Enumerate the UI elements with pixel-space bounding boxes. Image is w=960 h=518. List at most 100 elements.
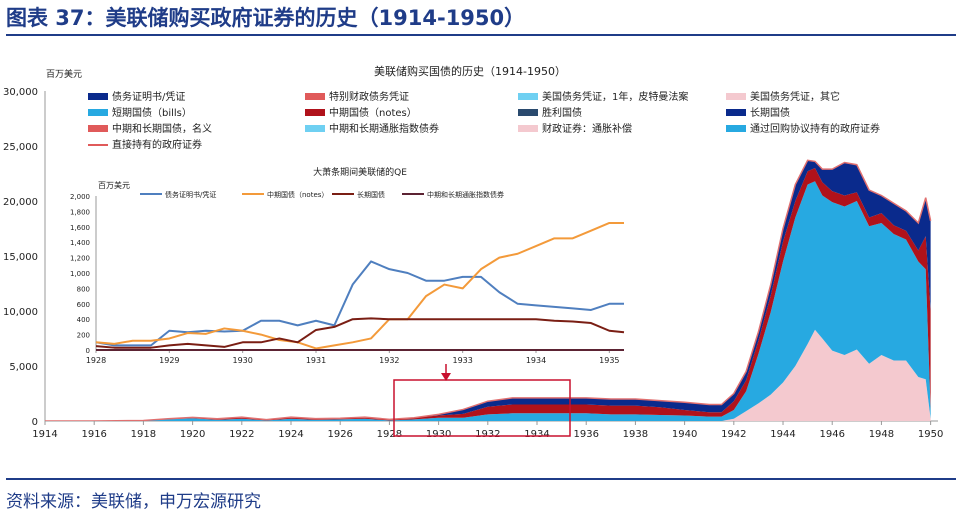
legend-swatch <box>518 125 538 132</box>
legend-swatch <box>305 125 325 132</box>
inset-x-tick-label: 1928 <box>86 356 106 365</box>
inset-panel <box>60 160 632 364</box>
legend-item: 中期国债（notes） <box>305 106 417 119</box>
inset-legend-label: 中期国债（notes） <box>267 190 328 199</box>
highlight-arrow-head <box>441 373 451 381</box>
inset-y-tick-label: 1,400 <box>70 239 90 247</box>
main-x-tick-label: 1926 <box>327 429 352 440</box>
legend-label: 中期国债（notes） <box>329 106 417 119</box>
inset-series-line <box>95 221 624 350</box>
main-x-tick-label: 1928 <box>377 429 402 440</box>
main-y-tick-label: 20,000 <box>3 197 38 208</box>
inset-legend-label: 中期和长期通胀指数债券 <box>427 190 504 199</box>
legend-item: 长期国债 <box>726 106 790 119</box>
legend-item: 中期和长期国债，名义 <box>88 122 212 135</box>
main-x-tick-label: 1918 <box>131 429 156 440</box>
legend-label: 美国债务凭证，其它 <box>750 90 840 103</box>
inset-chart-title: 大萧条期间美联储的QE <box>313 166 407 178</box>
main-x-tick-label: 1932 <box>475 429 500 440</box>
legend-label: 财政证券：通胀补偿 <box>542 122 632 135</box>
main-x-tick-label: 1940 <box>672 429 697 440</box>
legend-item: 财政证券：通胀补偿 <box>518 122 632 135</box>
area-series <box>45 329 931 421</box>
legend-label: 债务证明书/凭证 <box>112 90 185 103</box>
main-x-tick-label: 1924 <box>278 429 303 440</box>
inset-x-tick-label: 1933 <box>452 356 472 365</box>
legend-swatch <box>726 109 746 116</box>
main-x-tick-label: 1948 <box>869 429 894 440</box>
main-y-tick-label: 10,000 <box>3 307 38 318</box>
legend-swatch <box>726 93 746 100</box>
inset-series-line <box>95 260 624 347</box>
inset-x-tick-label: 1931 <box>306 356 326 365</box>
main-x-tick-label: 1950 <box>918 429 943 440</box>
source-note: 资料来源：美联储，申万宏源研究 <box>6 492 261 512</box>
inset-legend-label: 长期国债 <box>357 190 385 199</box>
inset-y-axis-label: 百万美元 <box>98 180 130 190</box>
inset-y-tick-label: 1,000 <box>70 270 90 278</box>
main-x-tick-label: 1916 <box>81 429 106 440</box>
legend-swatch <box>305 93 325 100</box>
legend-item: 美国债务凭证，1年，皮特曼法案 <box>518 90 688 103</box>
legend-item: 特别财政债务凭证 <box>305 90 409 103</box>
main-x-tick-label: 1914 <box>32 429 57 440</box>
main-x-tick-label: 1920 <box>180 429 205 440</box>
inset-x-tick-label: 1930 <box>232 356 252 365</box>
legend-item: 直接持有的政府证券 <box>88 138 202 151</box>
main-x-tick-label: 1934 <box>524 429 549 440</box>
legend-label: 短期国债（bills） <box>112 106 192 119</box>
inset-y-tick-label: 800 <box>77 285 90 293</box>
inset-legend-item: 中期国债（notes） <box>242 190 328 199</box>
inset-legend-item: 长期国债 <box>332 190 385 199</box>
legend-label: 长期国债 <box>750 106 790 119</box>
legend-label: 通过回购协议持有的政府证券 <box>750 122 880 135</box>
footer-rule <box>6 478 956 480</box>
legend-swatch <box>726 125 746 132</box>
legend-swatch <box>518 93 538 100</box>
main-y-tick-label: 5,000 <box>9 362 38 373</box>
main-y-tick-label: 0 <box>32 417 38 428</box>
main-x-tick-label: 1930 <box>426 429 451 440</box>
inset-y-tick-label: 600 <box>77 301 90 309</box>
main-x-tick-label: 1942 <box>721 429 746 440</box>
legend-label: 中期和长期国债，名义 <box>112 122 212 135</box>
legend-swatch <box>518 109 538 116</box>
legend-swatch <box>88 93 108 100</box>
legend-swatch <box>305 109 325 116</box>
total-holdings-line <box>45 159 932 421</box>
inset-x-tick-label: 1932 <box>379 356 399 365</box>
legend-label: 直接持有的政府证券 <box>112 138 202 151</box>
legend-swatch <box>88 125 108 132</box>
main-x-tick-label: 1922 <box>229 429 254 440</box>
legend-item: 胜利国债 <box>518 106 582 119</box>
legend-swatch <box>88 109 108 116</box>
inset-legend-item: 中期和长期通胀指数债券 <box>402 190 504 199</box>
inset-legend-item: 债务证明书/凭证 <box>140 190 216 199</box>
title-rule <box>6 34 956 36</box>
inset-x-tick-label: 1929 <box>159 356 179 365</box>
main-plot-area <box>45 159 932 421</box>
inset-legend-label: 债务证明书/凭证 <box>165 190 216 199</box>
legend-item: 债务证明书/凭证 <box>88 90 185 103</box>
main-x-tick-label: 1944 <box>770 429 795 440</box>
legend-item: 短期国债（bills） <box>88 106 192 119</box>
area-series <box>45 160 931 421</box>
legend-item: 中期和长期通胀指数债券 <box>305 122 439 135</box>
main-x-tick-label: 1946 <box>819 429 844 440</box>
inset-y-tick-label: 400 <box>77 316 90 324</box>
inset-y-tick-label: 1,200 <box>70 255 90 263</box>
inset-y-tick-label: 1,600 <box>70 224 90 232</box>
main-y-axis-label: 百万美元 <box>46 68 82 80</box>
main-y-tick-label: 25,000 <box>3 142 38 153</box>
inset-x-tick-label: 1935 <box>599 356 619 365</box>
main-x-tick-label: 1938 <box>623 429 648 440</box>
figure-title: 图表 37：美联储购买政府证券的历史（1914-1950） <box>6 6 526 30</box>
legend-label: 美国债务凭证，1年，皮特曼法案 <box>542 90 688 103</box>
legend-label: 中期和长期通胀指数债券 <box>329 122 439 135</box>
main-y-tick-label: 30,000 <box>3 87 38 98</box>
inset-y-tick-label: 200 <box>77 332 90 340</box>
main-x-tick-label: 1936 <box>573 429 598 440</box>
inset-series-line <box>95 317 625 349</box>
legend-item: 通过回购协议持有的政府证券 <box>726 122 880 135</box>
